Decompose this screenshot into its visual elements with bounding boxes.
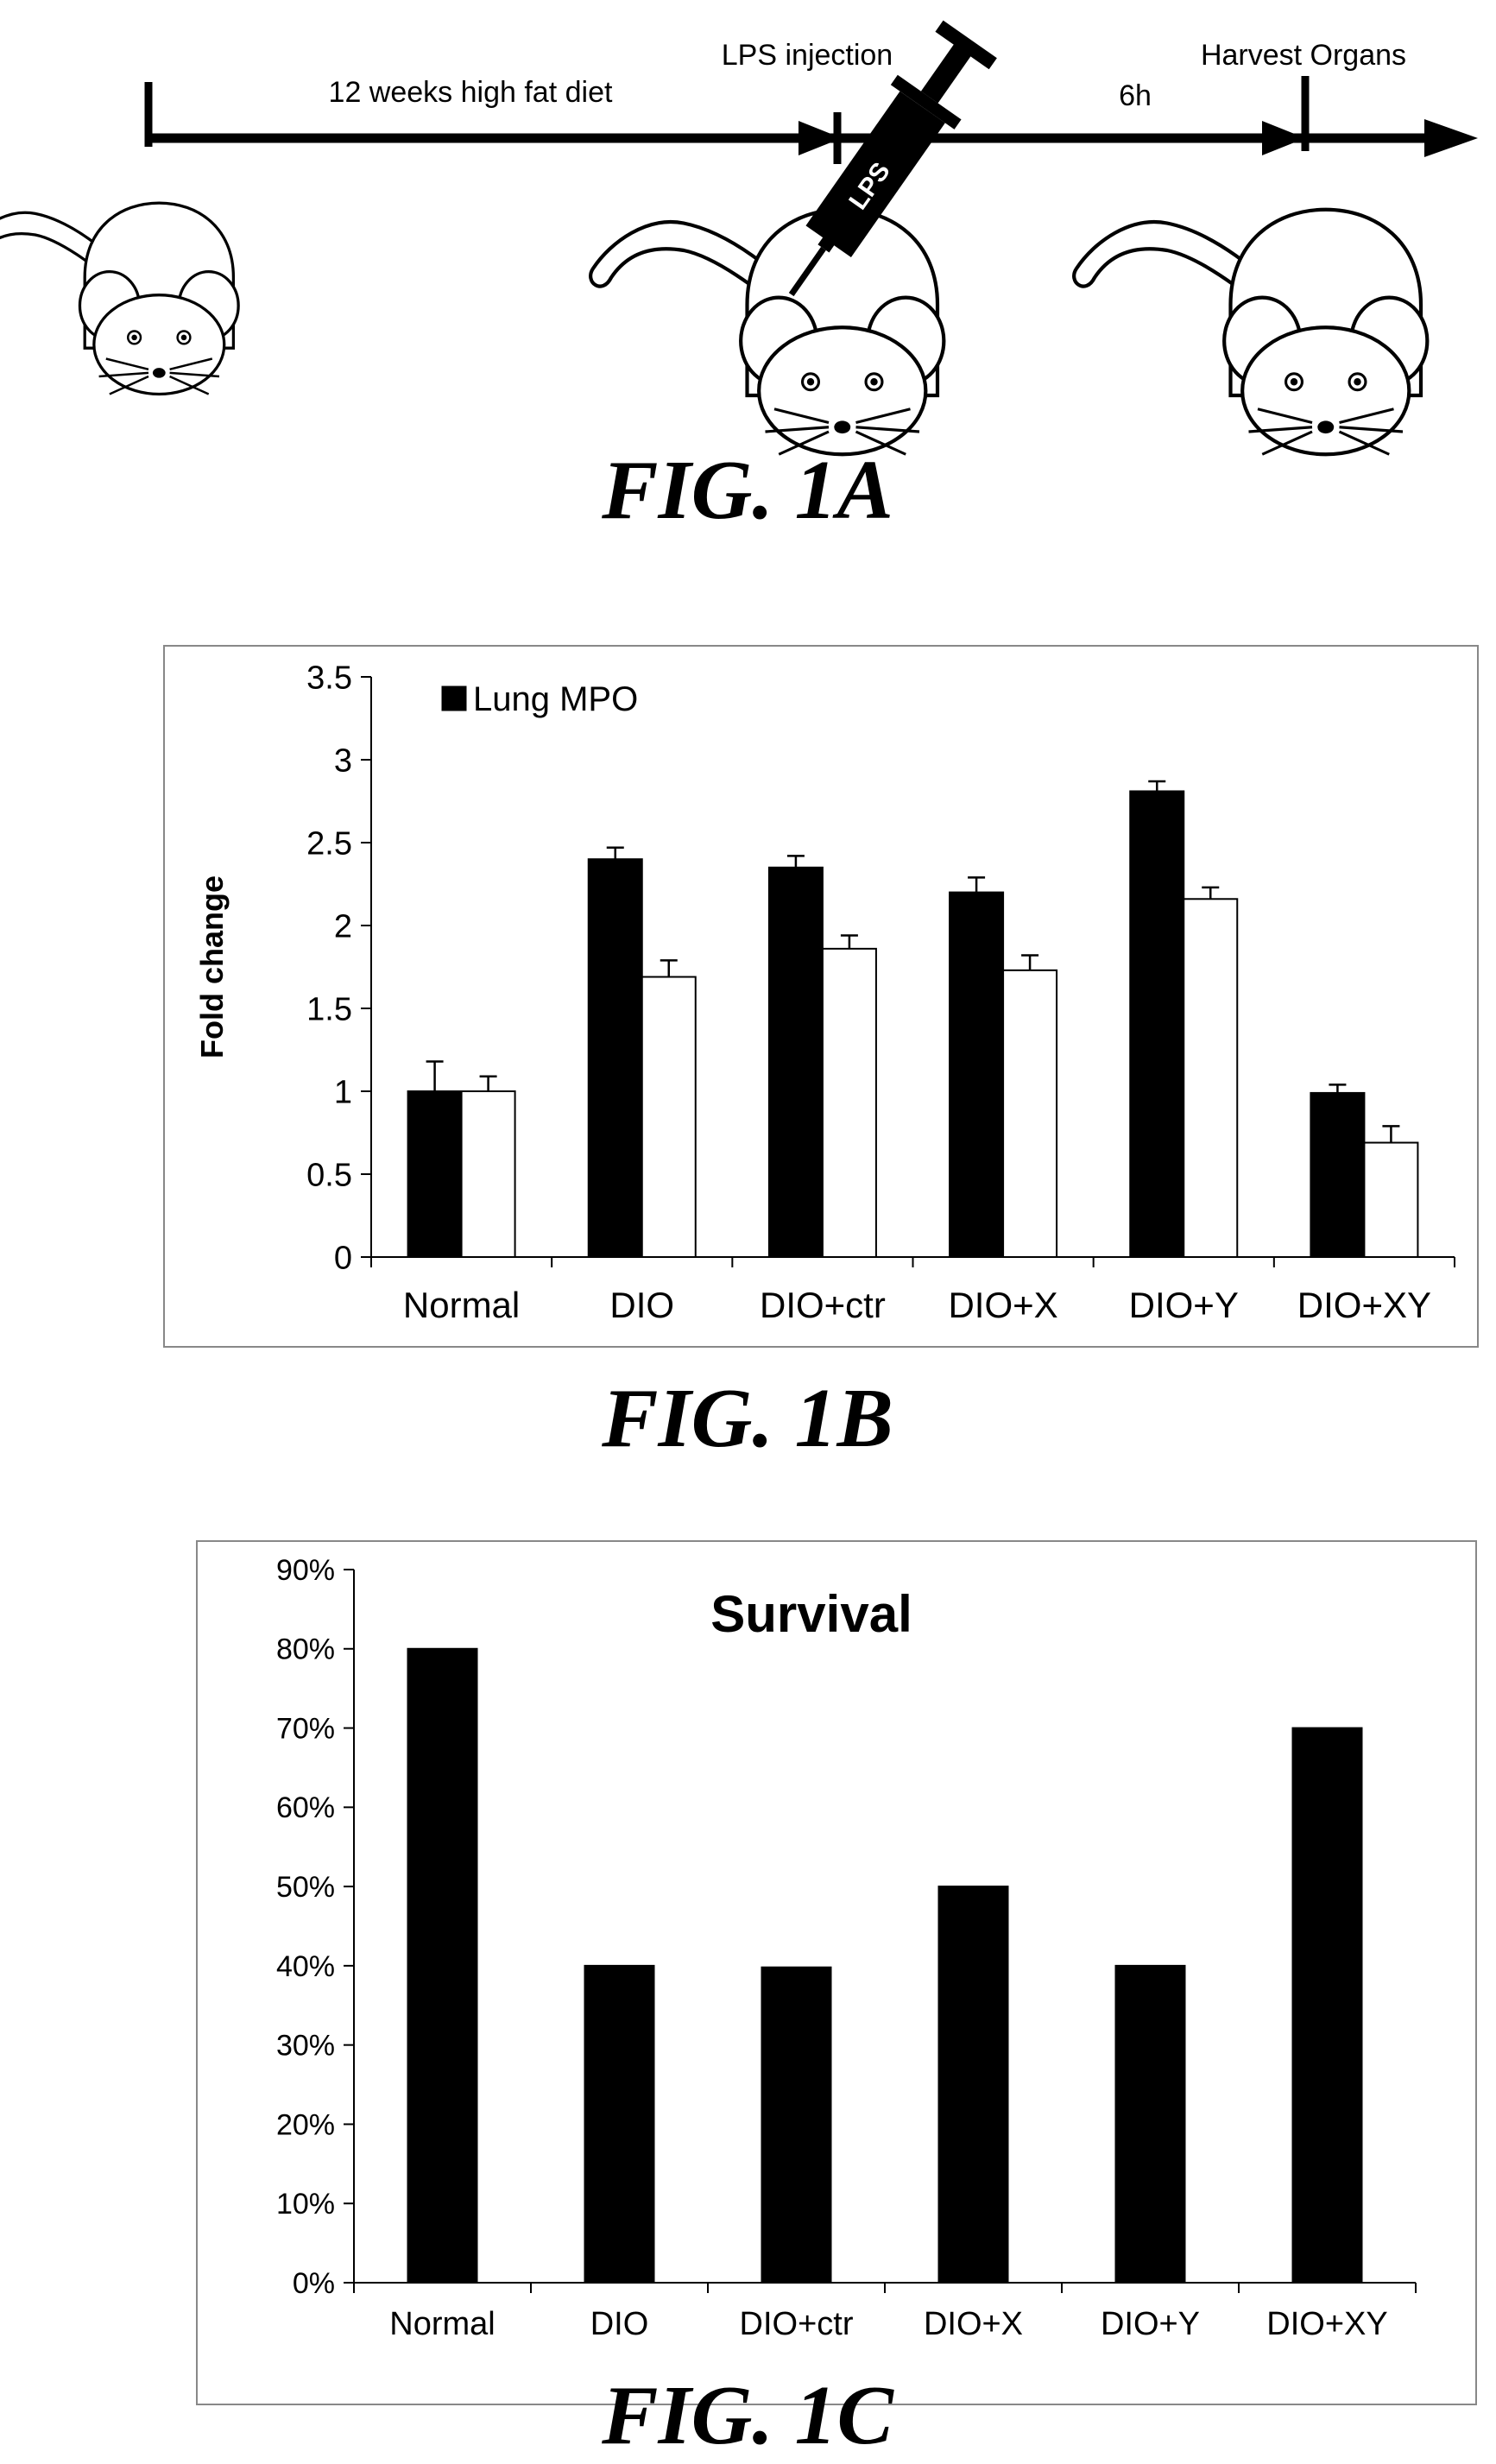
legend-swatch	[441, 685, 467, 711]
x-tick-label: DIO+ctr	[760, 1285, 886, 1325]
y-tick-label: 2	[334, 908, 352, 945]
timeline-arrowhead	[1424, 119, 1478, 157]
x-tick-label: DIO+XY	[1266, 2306, 1387, 2342]
x-tick-label: DIO+Y	[1101, 2306, 1200, 2342]
legend-label: Lung MPO	[473, 680, 638, 718]
step-arrowhead-2	[1262, 121, 1305, 155]
chart-frame	[163, 645, 1479, 1348]
y-tick-label: 20%	[276, 2108, 335, 2141]
fold-change-chart: 0 0.5 1 1.5 2 2.5 3 3.5 Normal DIO DIO+ctr DIO+X DIO…	[194, 660, 1455, 1325]
x-tick-label: DIO	[590, 2306, 649, 2342]
bar	[1002, 969, 1058, 1258]
y-tick-label: 60%	[276, 1791, 335, 1824]
y-tick-label: 80%	[276, 1633, 335, 1666]
x-tick-label: Normal	[389, 2306, 495, 2342]
syringe-icon: LPS	[788, 20, 997, 297]
harvest-label: Harvest Organs	[1201, 39, 1406, 72]
mouse-icon	[590, 210, 944, 455]
bar	[1114, 1964, 1186, 2284]
figure-label-1a: FIG. 1A	[601, 444, 893, 537]
injection-label: LPS injection	[722, 39, 893, 72]
x-tick-label: DIO+X	[948, 1285, 1057, 1325]
bar	[641, 976, 697, 1259]
bar	[407, 1090, 463, 1258]
bar	[761, 1966, 832, 2284]
y-tick-label: 3	[334, 742, 352, 779]
mouse-icon	[1074, 210, 1427, 455]
y-tick-label: 0	[334, 1240, 352, 1276]
figure-label-1b: FIG. 1B	[601, 1372, 893, 1465]
y-tick-label: 30%	[276, 2030, 335, 2063]
bar	[460, 1090, 516, 1258]
x-tick-label: Normal	[403, 1285, 520, 1325]
figure-label-1c: FIG. 1C	[601, 2369, 894, 2462]
bar	[937, 1886, 1009, 2284]
x-tick-label: DIO	[609, 1285, 674, 1325]
y-tick-label: 2.5	[306, 825, 352, 862]
chart-title: Survival	[710, 1585, 912, 1643]
survival-chart: 0% 10% 20% 30% 40% 50% 60% 70% 80% 90% Normal DIO DI…	[276, 1554, 1417, 2342]
x-tick-label: DIO+ctr	[740, 2306, 854, 2342]
mouse-icon	[0, 201, 240, 396]
bar	[1363, 1141, 1419, 1259]
y-tick-label: 50%	[276, 1871, 335, 1904]
y-tick-label: 1	[334, 1074, 352, 1110]
y-tick-label: 1.5	[306, 991, 352, 1027]
y-tick-label: 0%	[293, 2267, 335, 2300]
bar	[1310, 1091, 1366, 1259]
y-tick-label: 40%	[276, 1950, 335, 1983]
y-tick-label: 90%	[276, 1554, 335, 1587]
x-tick-label: DIO+XY	[1297, 1285, 1431, 1325]
bar	[949, 891, 1005, 1258]
bar	[407, 1647, 478, 2284]
bar	[587, 858, 643, 1258]
bar	[821, 947, 877, 1258]
y-axis-label: Fold change	[194, 875, 230, 1058]
x-tick-label: DIO+X	[924, 2306, 1023, 2342]
x-tick-label: DIO+Y	[1129, 1285, 1239, 1325]
bar	[1291, 1727, 1363, 2284]
bar	[767, 866, 824, 1258]
y-tick-label: 70%	[276, 1712, 335, 1745]
timeline-diagram: 12 weeks high fat diet LPS injection 6h …	[0, 20, 1478, 455]
y-tick-label: 3.5	[306, 660, 352, 696]
step-arrowhead-1	[798, 121, 842, 155]
y-tick-label: 10%	[276, 2188, 335, 2221]
chart-frame	[196, 1540, 1477, 2405]
bar	[1129, 790, 1185, 1258]
bar	[584, 1964, 655, 2284]
diet-label: 12 weeks high fat diet	[329, 76, 613, 109]
delay-label: 6h	[1119, 79, 1152, 112]
bar	[1183, 898, 1239, 1259]
y-tick-label: 0.5	[306, 1157, 352, 1193]
